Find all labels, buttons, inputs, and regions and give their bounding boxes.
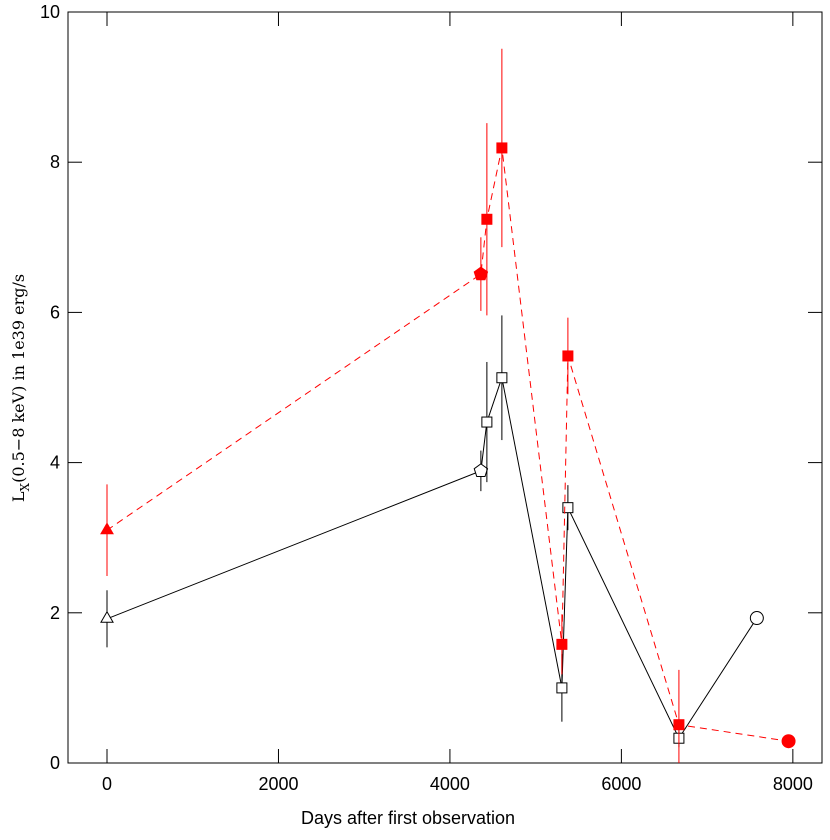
data-point bbox=[562, 502, 574, 514]
data-point bbox=[481, 416, 493, 428]
data-point bbox=[100, 610, 114, 623]
y-label-rest: (0.5−8 keV) in 1e39 erg/s bbox=[9, 274, 28, 483]
y-axis-label: LX(0.5−8 keV) in 1e39 erg/s bbox=[9, 274, 32, 502]
y-label-main: L bbox=[9, 491, 28, 502]
data-point bbox=[496, 142, 508, 154]
data-point bbox=[781, 734, 796, 749]
data-point bbox=[556, 638, 568, 650]
plot-frame bbox=[67, 11, 823, 764]
series-line bbox=[106, 375, 758, 740]
y-tick-label: 10 bbox=[40, 2, 60, 22]
x-tick-label: 2000 bbox=[258, 774, 298, 794]
x-axis-label: Days after first observation bbox=[301, 808, 515, 828]
x-tick-label: 0 bbox=[102, 774, 112, 794]
data-point bbox=[749, 611, 764, 626]
series-line bbox=[106, 147, 789, 742]
data-point bbox=[556, 682, 568, 694]
data-point bbox=[100, 522, 114, 535]
data-point bbox=[473, 266, 489, 281]
y-tick-label: 0 bbox=[50, 753, 60, 773]
x-tick-label: 6000 bbox=[601, 774, 641, 794]
y-tick-label: 8 bbox=[50, 152, 60, 172]
data-point bbox=[562, 350, 574, 362]
y-tick-label: 4 bbox=[50, 453, 60, 473]
y-tick-label: 2 bbox=[50, 603, 60, 623]
data-point bbox=[481, 213, 493, 225]
data-point bbox=[496, 372, 508, 384]
plot-area bbox=[100, 48, 796, 763]
x-tick-label: 8000 bbox=[773, 774, 813, 794]
y-tick-label: 6 bbox=[50, 302, 60, 322]
x-tick-label: 4000 bbox=[430, 774, 470, 794]
y-label-sub: X bbox=[18, 482, 32, 491]
data-point bbox=[673, 719, 685, 731]
data-point bbox=[473, 463, 489, 478]
